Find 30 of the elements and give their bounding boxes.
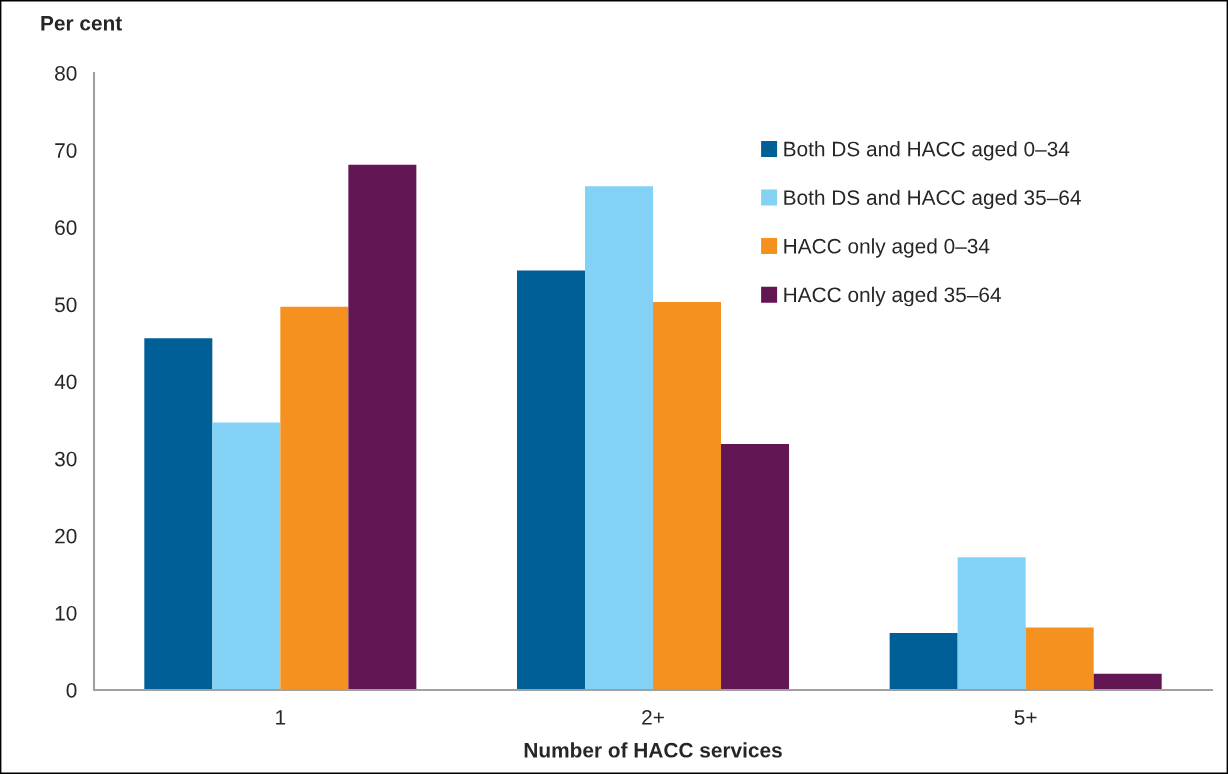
- bar: [1025, 627, 1094, 690]
- bar: [212, 422, 281, 690]
- y-tick-label: 70: [55, 143, 77, 158]
- bar: [889, 632, 958, 690]
- legend-label: Both DS and HACC aged 0–34: [784, 141, 1070, 161]
- x-tick-label: 5+: [1014, 710, 1037, 725]
- bar: [348, 164, 417, 690]
- y-tick-label: 20: [55, 528, 77, 544]
- y-tick-label: 0: [66, 683, 77, 698]
- bar: [721, 443, 790, 690]
- y-tick-label: 10: [55, 605, 77, 621]
- bar: [1093, 673, 1162, 690]
- bar: [584, 186, 653, 690]
- y-tick-label: 30: [54, 451, 77, 467]
- bar: [516, 270, 585, 690]
- legend-label: HACC only aged 0–34: [784, 238, 990, 258]
- x-tick-label: 2+: [642, 709, 664, 725]
- bar: [280, 306, 349, 690]
- y-tick-label: 40: [54, 374, 77, 390]
- legend-label: Both DS and HACC aged 35–64: [784, 189, 1081, 210]
- y-axis-title: Per cent: [41, 16, 122, 31]
- bar: [957, 557, 1026, 690]
- bar: [653, 302, 722, 690]
- y-tick-label: 80: [55, 66, 77, 81]
- y-tick-label: 50: [55, 297, 77, 313]
- x-axis-title: Number of HACC services: [524, 742, 782, 758]
- x-tick-label: 1: [276, 710, 286, 725]
- y-tick-label: 60: [55, 220, 77, 235]
- bar: [144, 338, 213, 690]
- legend-label: HACC only aged 35–64: [784, 286, 1001, 307]
